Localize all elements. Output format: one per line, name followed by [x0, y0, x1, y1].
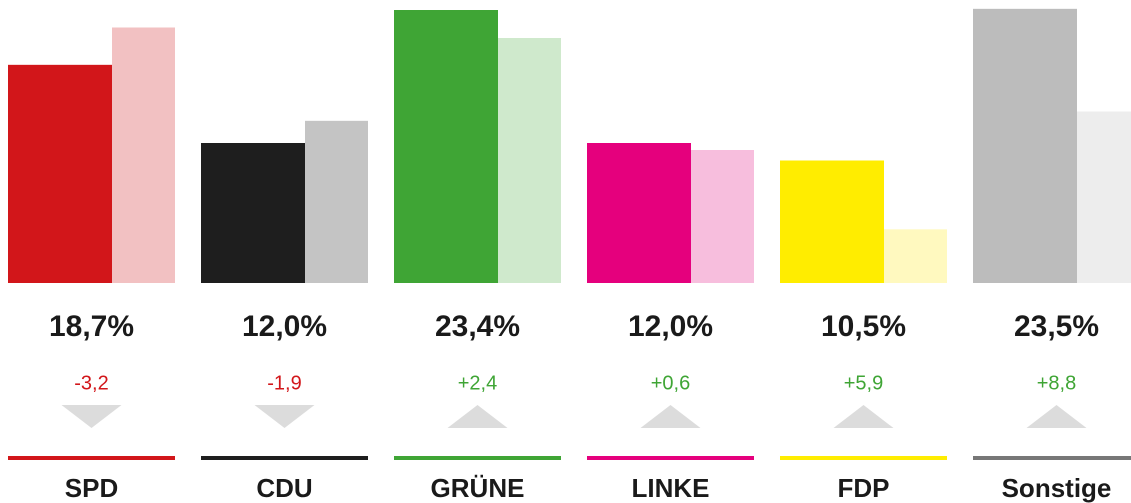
party-underline — [394, 456, 561, 460]
bar — [780, 160, 884, 283]
party-name: SPD — [65, 473, 118, 503]
arrow-up — [640, 405, 701, 428]
bar — [1077, 111, 1131, 283]
party-underline — [587, 456, 754, 460]
value-label: 23,4% — [435, 310, 520, 343]
arrow-up — [447, 405, 508, 428]
bar — [884, 229, 947, 283]
arrow-up — [1026, 405, 1087, 428]
value-label: 23,5% — [1014, 310, 1099, 343]
party-name: FDP — [838, 473, 890, 503]
value-label: 12,0% — [242, 310, 327, 343]
party-underline — [8, 456, 175, 460]
party-underline — [973, 456, 1131, 460]
bar — [8, 64, 112, 283]
bar — [201, 143, 305, 283]
arrow-up — [833, 405, 894, 428]
party-underline — [780, 456, 947, 460]
party-name: LINKE — [632, 473, 710, 503]
change-label: -3,2 — [74, 372, 108, 394]
bar — [587, 143, 691, 283]
arrow-down — [254, 405, 315, 428]
change-label: +0,6 — [651, 372, 690, 394]
party-name: CDU — [256, 473, 312, 503]
value-label: 10,5% — [821, 310, 906, 343]
bar — [394, 10, 498, 283]
value-label: 12,0% — [628, 310, 713, 343]
change-label: +8,8 — [1037, 372, 1076, 394]
bar — [305, 120, 368, 283]
change-label: +5,9 — [844, 372, 883, 394]
bar — [973, 8, 1077, 283]
bar — [498, 38, 561, 283]
arrow-down — [61, 405, 122, 428]
value-label: 18,7% — [49, 310, 134, 343]
party-name: GRÜNE — [431, 473, 525, 503]
party-underline — [201, 456, 368, 460]
party-name: Sonstige — [1002, 473, 1112, 503]
bar — [691, 150, 754, 283]
change-label: -1,9 — [267, 372, 301, 394]
change-label: +2,4 — [458, 372, 497, 394]
bar — [112, 27, 175, 283]
